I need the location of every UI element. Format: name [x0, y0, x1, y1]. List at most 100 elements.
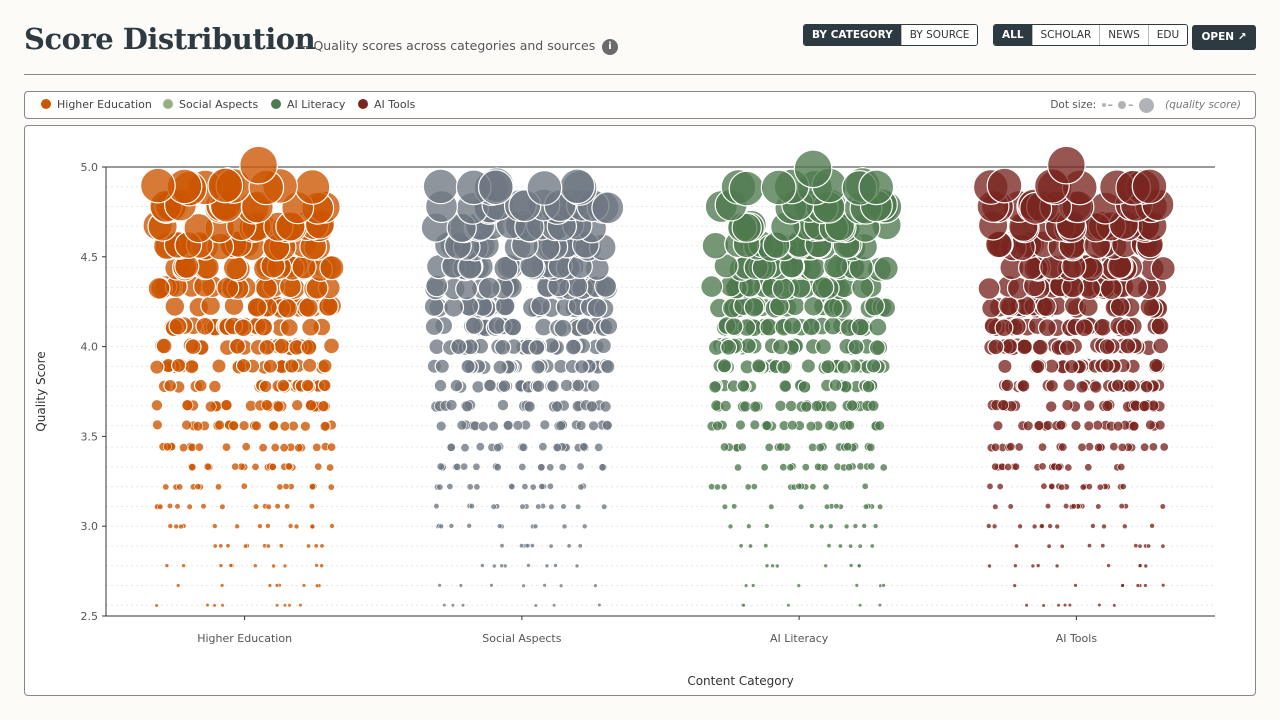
data-point: [861, 523, 868, 529]
y-tick-label: 5.0: [81, 161, 99, 174]
data-point: [184, 358, 200, 375]
data-point: [228, 563, 234, 568]
data-point: [494, 295, 516, 317]
data-point: [480, 563, 485, 568]
data-point: [271, 563, 276, 569]
x-tick-label: AI Tools: [1056, 632, 1098, 645]
data-point: [305, 543, 311, 549]
data-point: [531, 379, 546, 394]
data-point: [436, 420, 447, 432]
filter-news-button[interactable]: NEWS: [1099, 25, 1148, 45]
data-point: [284, 358, 300, 374]
data-point: [700, 275, 724, 299]
data-point: [825, 400, 838, 413]
data-point: [1041, 603, 1046, 608]
filter-all-button[interactable]: ALL: [994, 25, 1032, 45]
data-point: [1047, 523, 1053, 529]
info-icon[interactable]: i: [602, 39, 618, 55]
data-point: [319, 543, 325, 549]
data-point: [314, 563, 319, 568]
data-point: [874, 420, 885, 431]
data-point: [298, 603, 303, 608]
data-point: [188, 463, 197, 472]
data-point: [460, 358, 476, 375]
data-point: [864, 295, 885, 317]
data-point: [491, 563, 497, 569]
data-point: [868, 317, 888, 337]
data-point: [1030, 563, 1036, 569]
filter-scholar-button[interactable]: SCHOLAR: [1031, 25, 1100, 45]
data-point: [1004, 462, 1013, 471]
data-point: [795, 482, 803, 490]
data-point: [203, 462, 212, 471]
data-point: [1083, 420, 1095, 432]
data-point: [708, 379, 722, 394]
chart-card: 2.5 3.0 3.5 4.0 4.5 5.0 Higher Education Social…: [24, 125, 1256, 696]
data-point: [797, 503, 805, 510]
data-point: [1137, 543, 1143, 549]
by-source-button[interactable]: BY SOURCE: [900, 25, 978, 45]
data-point: [846, 399, 858, 412]
data-point: [471, 379, 486, 394]
data-point: [521, 583, 526, 588]
data-point: [220, 399, 233, 411]
data-point: [493, 255, 519, 281]
data-point: [275, 603, 280, 608]
data-point: [727, 523, 734, 530]
data-point: [434, 358, 450, 374]
data-point: [1150, 316, 1170, 336]
data-point: [720, 338, 738, 356]
data-point: [1054, 563, 1060, 569]
data-point: [850, 317, 870, 337]
data-point: [475, 442, 485, 452]
data-point: [1033, 420, 1045, 431]
data-point: [1059, 543, 1065, 549]
data-point: [1148, 442, 1158, 452]
data-point: [243, 543, 249, 549]
data-point: [845, 463, 854, 472]
data-point: [323, 337, 341, 355]
data-point: [1083, 399, 1095, 412]
data-point: [219, 583, 225, 588]
data-point: [460, 603, 466, 608]
data-point: [1092, 420, 1103, 431]
data-point: [276, 378, 291, 393]
open-button[interactable]: OPEN ↗: [1192, 25, 1256, 50]
legend-item-ai-tools[interactable]: AI Tools: [358, 92, 415, 118]
data-point: [559, 378, 574, 393]
data-point: [312, 442, 322, 452]
legend: Higher Education Social Aspects AI Liter…: [24, 91, 1256, 119]
data-point: [319, 421, 331, 432]
data-point: [466, 522, 473, 529]
data-point: [497, 379, 512, 394]
data-point: [810, 400, 823, 412]
data-point: [460, 443, 470, 453]
data-point: [448, 523, 455, 529]
filter-edu-button[interactable]: EDU: [1147, 25, 1188, 45]
data-point: [433, 378, 448, 393]
data-point: [214, 419, 225, 431]
data-point: [576, 462, 585, 471]
y-axis-label: Quality Score: [34, 351, 48, 431]
legend-item-higher-education[interactable]: Higher Education: [41, 92, 152, 118]
by-category-button[interactable]: BY CATEGORY: [804, 25, 901, 45]
data-point: [222, 442, 232, 452]
data-point: [571, 378, 586, 393]
y-tick-label: 4.5: [81, 251, 99, 264]
data-point: [200, 503, 207, 510]
data-point: [309, 523, 316, 530]
data-point: [225, 543, 231, 549]
data-point: [1070, 420, 1082, 431]
legend-item-social-aspects[interactable]: Social Aspects: [163, 92, 258, 118]
data-point: [445, 399, 458, 411]
data-point: [437, 583, 442, 588]
data-point: [538, 442, 548, 452]
data-point: [212, 523, 218, 529]
data-point: [151, 399, 163, 412]
legend-item-ai-literacy[interactable]: AI Literacy: [271, 92, 345, 118]
data-point: [574, 503, 582, 510]
data-point: [219, 503, 226, 510]
data-point: [1128, 421, 1140, 432]
data-point: [1140, 442, 1150, 452]
data-point: [987, 563, 992, 569]
